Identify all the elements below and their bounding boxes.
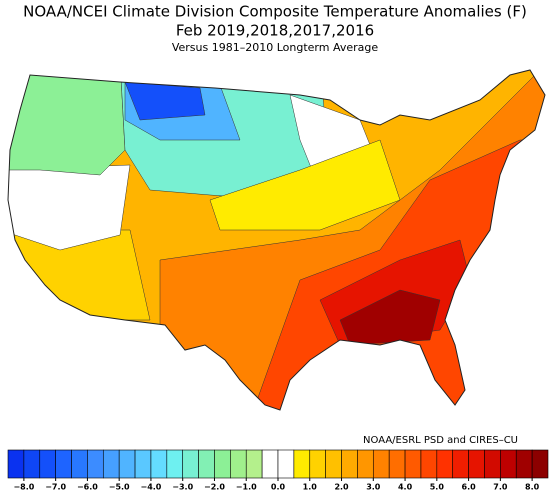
color-box xyxy=(23,449,41,479)
subtitle: Feb 2019,2018,2017,2016 xyxy=(176,22,374,40)
color-box xyxy=(452,449,469,479)
color-box xyxy=(102,449,120,479)
note: Versus 1981–2010 Longterm Average xyxy=(172,41,379,54)
us-outline xyxy=(7,69,546,411)
tick-label: −4.0 xyxy=(141,483,162,492)
tick-label: −5.0 xyxy=(109,483,130,492)
tick-label: 7.0 xyxy=(493,483,508,492)
tick-label: −1.0 xyxy=(236,483,257,492)
color-box xyxy=(39,449,56,479)
color-box xyxy=(277,449,295,479)
color-box xyxy=(357,449,374,479)
color-box xyxy=(500,449,517,479)
title: NOAA/NCEI Climate Division Composite Tem… xyxy=(23,3,527,21)
tick-label: 3.0 xyxy=(366,483,381,492)
colorbar: −8.0 −7.0 −6.0 −5.0 −4.0 −3.0 −2.0 −1.0 0.0 1.0 2.… xyxy=(7,449,549,492)
tick-label: 4.0 xyxy=(398,483,413,492)
color-box xyxy=(420,449,438,479)
us-map xyxy=(8,70,545,410)
color-box xyxy=(484,449,501,479)
color-box xyxy=(230,449,247,479)
color-box xyxy=(55,449,72,479)
tick-label: 1.0 xyxy=(303,483,318,492)
color-box xyxy=(198,449,215,479)
region xyxy=(8,70,126,176)
color-box xyxy=(134,449,152,479)
color-box xyxy=(166,449,184,479)
color-box xyxy=(404,449,422,479)
color-box xyxy=(309,449,326,479)
color-box xyxy=(118,449,136,479)
tick-label: 8.0 xyxy=(525,483,540,492)
color-box xyxy=(214,449,231,479)
tick-label: −8.0 xyxy=(13,483,34,492)
color-box xyxy=(7,449,25,479)
color-box xyxy=(71,449,88,479)
tick-label: −2.0 xyxy=(204,483,225,492)
color-box xyxy=(468,449,485,479)
color-box xyxy=(245,449,263,479)
credit: NOAA/ESRL PSD and CIRES–CU xyxy=(363,435,518,446)
region xyxy=(209,139,401,231)
color-box xyxy=(293,449,311,479)
tick-label: 6.0 xyxy=(462,483,477,492)
color-box xyxy=(341,449,358,479)
color-box xyxy=(325,449,342,479)
color-box xyxy=(87,449,104,479)
color-box xyxy=(515,449,533,479)
color-box xyxy=(150,449,168,479)
tick-label: 5.0 xyxy=(430,483,445,492)
color-box xyxy=(372,449,390,479)
tick-label: −6.0 xyxy=(77,483,98,492)
tick-label: −3.0 xyxy=(172,483,193,492)
color-box xyxy=(388,449,406,479)
tick-label: −7.0 xyxy=(45,483,66,492)
color-box xyxy=(531,449,549,479)
region xyxy=(124,81,206,121)
color-box xyxy=(182,449,199,479)
color-box xyxy=(261,449,279,479)
tick-label: 0.0 xyxy=(271,483,286,492)
tick-label: 2.0 xyxy=(334,483,349,492)
color-box xyxy=(436,449,454,479)
